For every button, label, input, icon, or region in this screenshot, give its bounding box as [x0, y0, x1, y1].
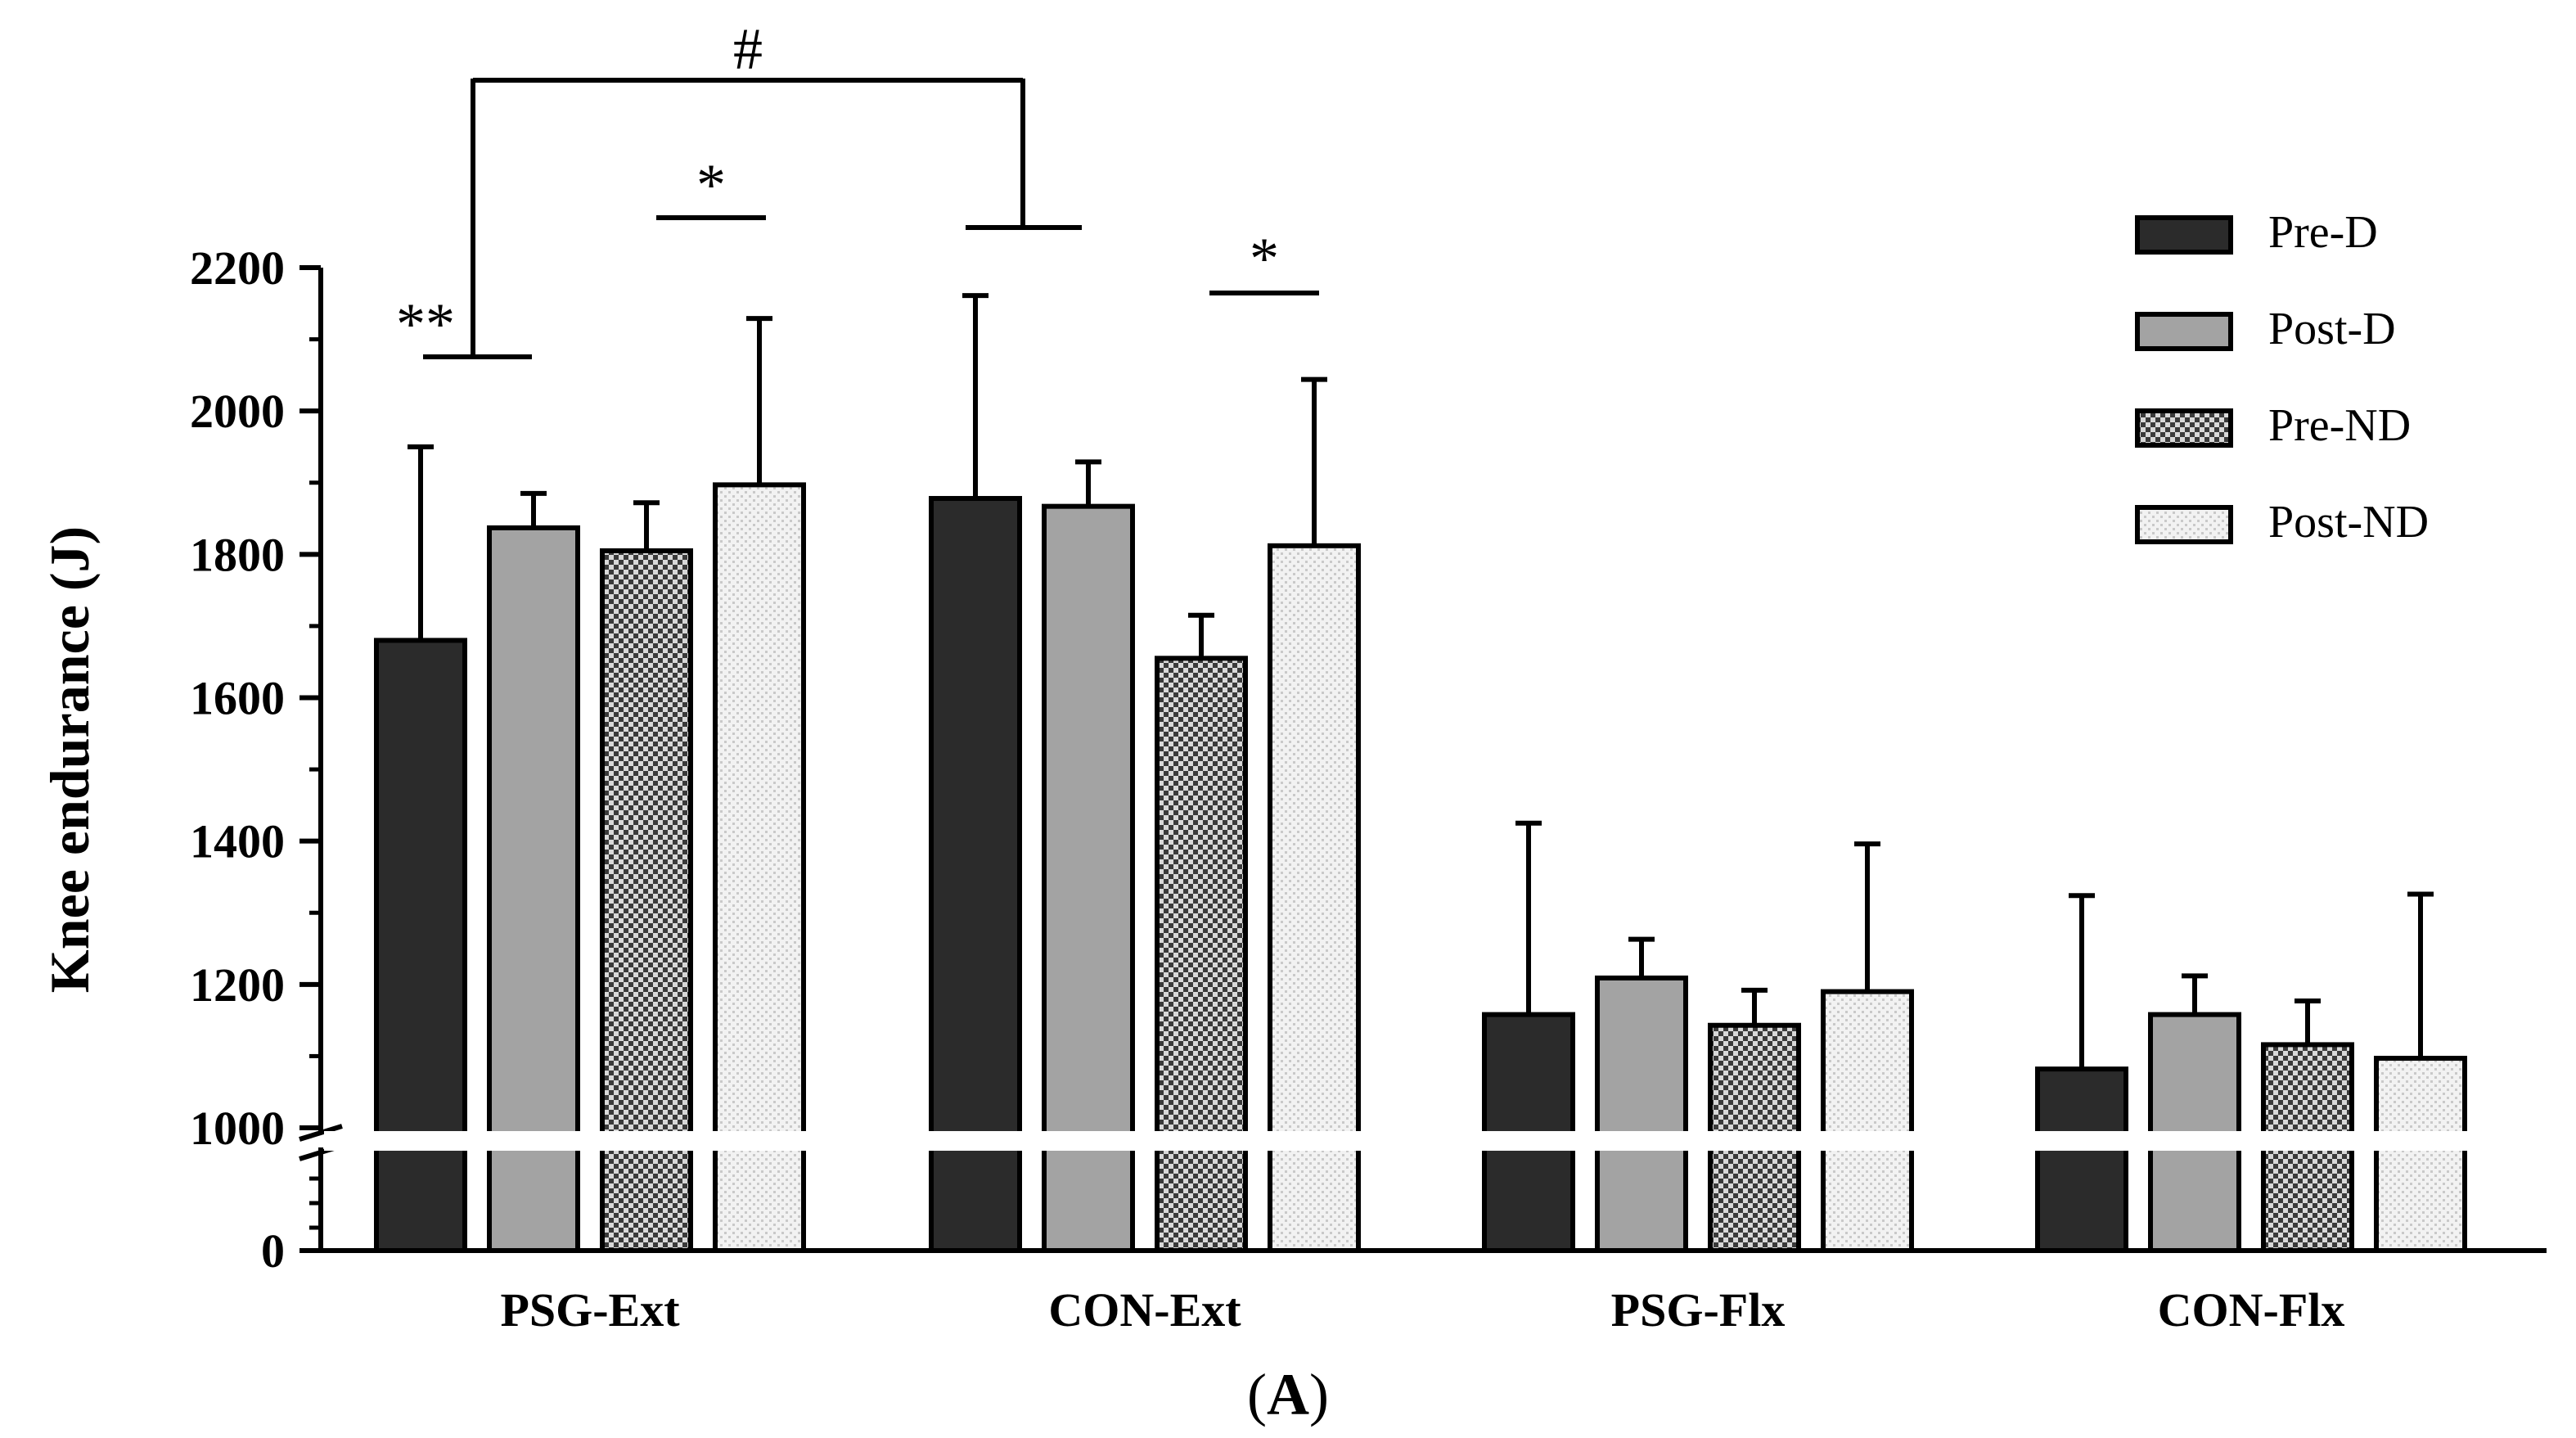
legend-label-pre-d: Pre-D	[2268, 207, 2378, 258]
y-axis-label: Knee endurance (J)	[38, 526, 101, 993]
legend-swatch-pre-d	[2135, 215, 2233, 255]
bar-con-flx-post-nd	[2374, 1056, 2467, 1254]
bar-psg-ext-pre-d	[374, 638, 467, 1253]
bar-psg-ext-post-nd	[713, 482, 806, 1253]
sig-double-star: **	[396, 291, 455, 357]
legend-swatch-pre-nd	[2135, 408, 2233, 448]
bar-psg-flx-post-nd	[1821, 989, 1914, 1253]
x-category-label: CON-Flx	[2158, 1283, 2345, 1337]
y-tick-label: 1200	[190, 958, 285, 1012]
y-tick-label: 1800	[190, 528, 285, 581]
bar-con-ext-post-d	[1042, 503, 1135, 1253]
sig-star-2: *	[1250, 226, 1279, 291]
panel-label-close: )	[1309, 1362, 1329, 1427]
axis-break-gap	[324, 1131, 2550, 1151]
panel-label-open: (	[1247, 1362, 1267, 1427]
legend-swatch-post-nd	[2135, 505, 2233, 544]
x-category-label: CON-Ext	[1048, 1283, 1241, 1337]
legend-swatch-post-d	[2135, 312, 2233, 351]
legend-label-pre-nd: Pre-ND	[2268, 400, 2411, 451]
y-tick-label: 2000	[190, 385, 285, 438]
bar-psg-ext-post-d	[487, 525, 580, 1253]
panel-label: (A)	[1247, 1362, 1329, 1427]
x-category-label: PSG-Flx	[1611, 1283, 1786, 1337]
y-tick-label: 1000	[190, 1102, 285, 1155]
axis-break-mark-upper	[299, 1124, 343, 1142]
bar-psg-flx-post-d	[1595, 975, 1688, 1253]
x-category-label: PSG-Ext	[500, 1283, 680, 1337]
sig-hash: #	[733, 16, 763, 82]
legend-label-post-d: Post-D	[2268, 304, 2396, 354]
legend-label-post-nd: Post-ND	[2268, 497, 2429, 548]
bar-con-flx-pre-d	[2035, 1066, 2128, 1253]
y-tick-label: 2200	[190, 241, 285, 295]
y-tick-label: 0	[261, 1224, 285, 1278]
y-tick-label: 1600	[190, 672, 285, 725]
panel-label-letter: A	[1267, 1362, 1309, 1427]
bar-con-ext-pre-nd	[1155, 656, 1248, 1253]
y-tick-label: 1400	[190, 815, 285, 868]
sig-star-1: *	[696, 152, 726, 218]
